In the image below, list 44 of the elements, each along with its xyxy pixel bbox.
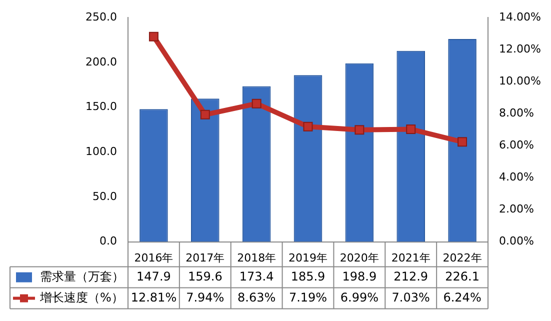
y2-tick-label: 6.00% — [499, 138, 534, 152]
y2-tick-label: 4.00% — [499, 170, 534, 184]
y2-tick-label: 14.00% — [499, 10, 541, 24]
data-label: 185.9 — [290, 269, 326, 284]
data-label: 212.9 — [394, 269, 428, 284]
point — [354, 125, 364, 135]
point — [148, 32, 158, 42]
x-tick-label: 2019年 — [288, 251, 328, 264]
y-tick-label: 150.0 — [86, 100, 117, 114]
y-tick-label: 0.0 — [100, 234, 117, 248]
data-label: 7.94% — [186, 290, 224, 304]
y2-tick-label: 2.00% — [499, 202, 534, 216]
x-tick-label: 2020年 — [340, 251, 379, 264]
data-label: 8.63% — [238, 290, 276, 304]
x-tick-label: 2017年 — [186, 251, 225, 264]
point — [252, 98, 262, 108]
y2-tick-label: 10.00% — [499, 74, 541, 88]
point — [406, 124, 416, 134]
x-tick-label: 2018年 — [237, 251, 276, 264]
data-label: 173.4 — [239, 269, 274, 284]
point — [303, 122, 313, 132]
data-label: 198.9 — [342, 269, 377, 284]
y2-tick-label: 8.00% — [499, 106, 534, 120]
data-label: 147.9 — [136, 269, 171, 284]
data-label: 6.24% — [443, 290, 482, 304]
y-tick-label: 250.0 — [86, 10, 117, 24]
y-tick-label: 100.0 — [86, 144, 117, 158]
data-label: 159.6 — [188, 269, 222, 284]
point — [458, 137, 468, 147]
legend-label: 需求量（万套） — [40, 269, 124, 284]
legend-label: 增长速度（%） — [39, 290, 124, 304]
data-label: 7.19% — [288, 290, 328, 304]
data-label: 226.1 — [445, 269, 480, 284]
data-label: 6.99% — [340, 290, 378, 304]
data-label: 12.81% — [130, 290, 177, 304]
x-tick-label: 2022年 — [442, 251, 482, 264]
y2-tick-label: 12.00% — [499, 42, 541, 56]
y2-tick-label: 0.00% — [499, 234, 534, 248]
x-tick-label: 2021年 — [391, 251, 430, 264]
y-tick-label: 50.0 — [92, 190, 117, 203]
data-label: 7.03% — [392, 290, 430, 304]
y-tick-label: 200.0 — [86, 55, 117, 68]
x-tick-label: 2016年 — [134, 251, 174, 264]
point — [200, 110, 210, 120]
